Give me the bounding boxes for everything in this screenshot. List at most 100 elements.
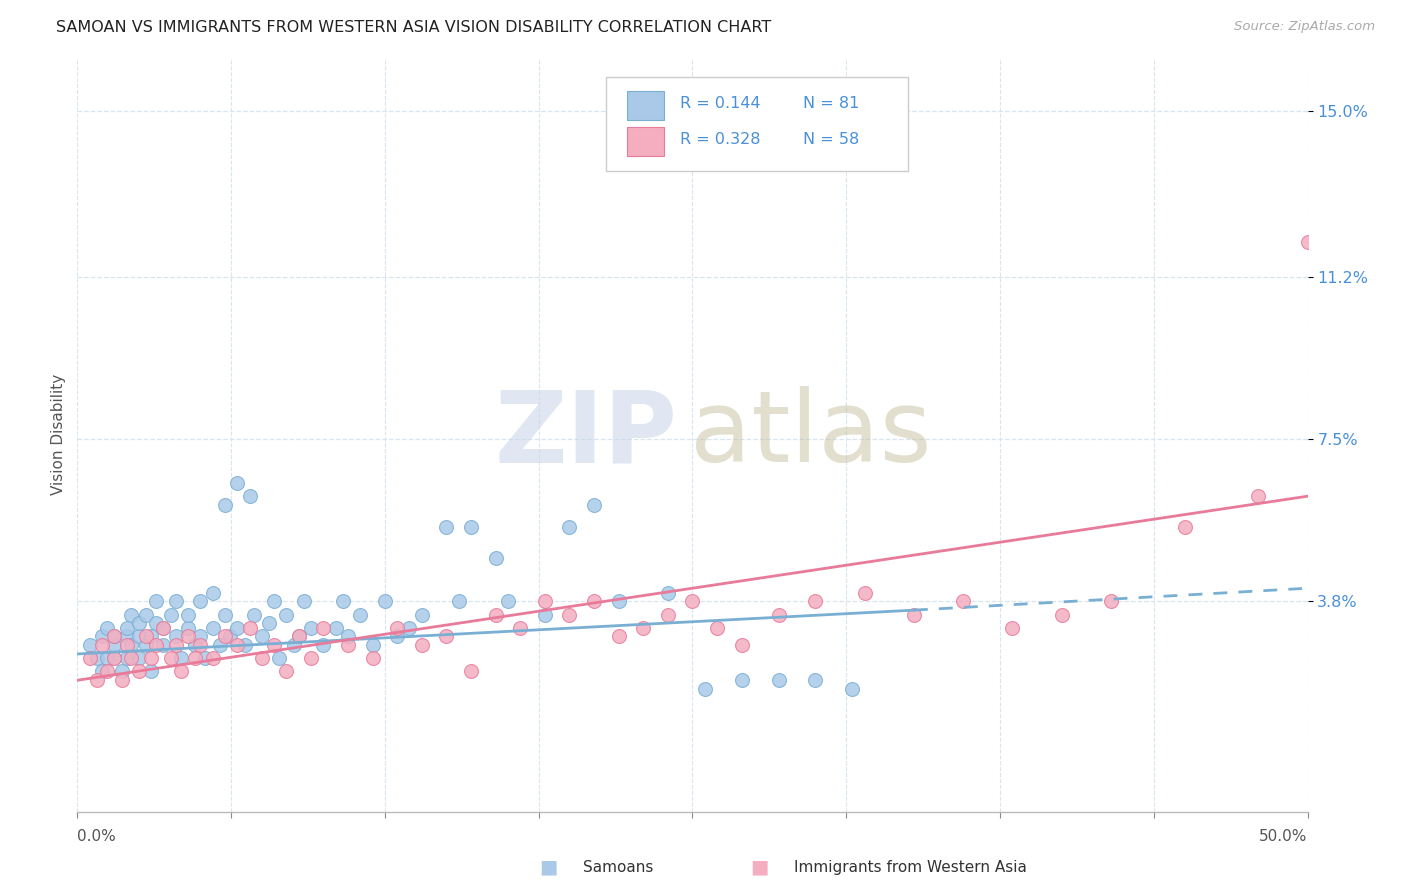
Point: [1296, 235, 1319, 249]
Point: [165, 629, 187, 643]
Point: [693, 681, 716, 696]
Point: [460, 665, 482, 679]
Text: Immigrants from Western Asia: Immigrants from Western Asia: [794, 860, 1028, 874]
Point: [128, 665, 150, 679]
Point: [145, 594, 167, 608]
Point: [276, 665, 298, 679]
Point: [115, 621, 138, 635]
Point: [135, 629, 157, 643]
Point: [201, 651, 224, 665]
Point: [411, 607, 433, 622]
Point: [804, 594, 827, 608]
Point: [768, 673, 790, 688]
Point: [115, 638, 138, 652]
Point: [115, 651, 138, 665]
Point: [706, 621, 728, 635]
Point: [361, 651, 384, 665]
Y-axis label: Vision Disability: Vision Disability: [51, 375, 66, 495]
Point: [250, 651, 273, 665]
Text: Source: ZipAtlas.com: Source: ZipAtlas.com: [1234, 20, 1375, 33]
Point: [332, 594, 354, 608]
Point: [219, 629, 242, 643]
Point: [141, 665, 163, 679]
Point: [349, 607, 371, 622]
Point: [170, 665, 193, 679]
Text: R = 0.144: R = 0.144: [681, 95, 761, 111]
Point: [607, 594, 630, 608]
Point: [731, 638, 754, 652]
Point: [145, 616, 167, 631]
Point: [111, 673, 132, 688]
Point: [103, 638, 125, 652]
Point: [534, 594, 557, 608]
Point: [534, 607, 557, 622]
Point: [90, 638, 114, 652]
Point: [177, 621, 200, 635]
Point: [226, 621, 249, 635]
Text: N = 81: N = 81: [803, 95, 859, 111]
Text: ■: ■: [749, 857, 769, 877]
Point: [288, 629, 311, 643]
Point: [160, 607, 183, 622]
Text: atlas: atlas: [690, 386, 932, 483]
Point: [214, 629, 236, 643]
Point: [1050, 607, 1073, 622]
Point: [447, 594, 470, 608]
Point: [243, 607, 266, 622]
Point: [657, 585, 679, 599]
Text: R = 0.328: R = 0.328: [681, 132, 761, 147]
Point: [436, 629, 458, 643]
Point: [115, 629, 138, 643]
Text: 50.0%: 50.0%: [1260, 830, 1308, 844]
Point: [86, 651, 108, 665]
Point: [385, 621, 409, 635]
Point: [657, 607, 679, 622]
Point: [96, 651, 118, 665]
Text: 0.0%: 0.0%: [77, 830, 117, 844]
Point: [299, 621, 322, 635]
Point: [103, 629, 125, 643]
Point: [276, 607, 298, 622]
Text: ZIP: ZIP: [495, 386, 678, 483]
Point: [214, 498, 236, 512]
Point: [411, 638, 433, 652]
Point: [269, 651, 291, 665]
Point: [135, 607, 157, 622]
Point: [337, 638, 360, 652]
Text: SAMOAN VS IMMIGRANTS FROM WESTERN ASIA VISION DISABILITY CORRELATION CHART: SAMOAN VS IMMIGRANTS FROM WESTERN ASIA V…: [56, 20, 772, 35]
Point: [79, 638, 101, 652]
Point: [152, 638, 174, 652]
Point: [239, 621, 262, 635]
Point: [583, 594, 606, 608]
Point: [263, 638, 285, 652]
Point: [299, 651, 322, 665]
Point: [214, 607, 236, 622]
Point: [804, 673, 827, 688]
Point: [731, 673, 754, 688]
FancyBboxPatch shape: [606, 77, 908, 171]
Point: [1247, 489, 1270, 503]
Point: [128, 616, 150, 631]
Point: [128, 629, 150, 643]
Point: [177, 629, 200, 643]
Point: [607, 629, 630, 643]
Point: [86, 673, 108, 688]
Point: [263, 594, 285, 608]
Point: [1099, 594, 1122, 608]
Point: [853, 585, 876, 599]
Point: [188, 638, 212, 652]
Point: [165, 638, 187, 652]
Point: [141, 629, 163, 643]
Point: [201, 621, 224, 635]
Point: [103, 651, 125, 665]
Text: N = 58: N = 58: [803, 132, 859, 147]
Point: [165, 594, 187, 608]
Text: Samoans: Samoans: [583, 860, 654, 874]
Point: [90, 629, 114, 643]
Point: [250, 629, 273, 643]
Point: [292, 594, 315, 608]
Point: [485, 550, 508, 565]
Point: [436, 520, 458, 534]
Point: [209, 638, 232, 652]
Point: [201, 585, 224, 599]
